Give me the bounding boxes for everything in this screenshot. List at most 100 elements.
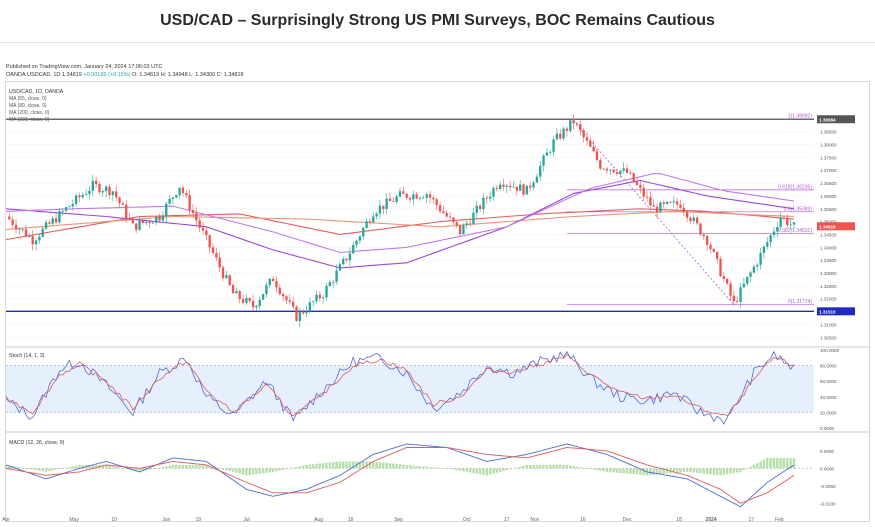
macd-histogram-bar xyxy=(328,462,332,469)
macd-histogram-bar xyxy=(114,467,118,469)
candle-body xyxy=(258,299,261,307)
candle-body xyxy=(695,217,699,224)
price-tick-label: 1.38500 xyxy=(820,130,837,135)
candle-body xyxy=(705,236,709,245)
candle-body xyxy=(582,130,585,138)
macd-histogram-bar xyxy=(502,468,505,472)
candle-body xyxy=(228,275,231,286)
candle-body xyxy=(716,251,719,259)
candle-body xyxy=(438,205,442,212)
candle-body xyxy=(585,137,589,141)
macd-histogram-bar xyxy=(482,468,485,475)
ma-legend-item: MA (200, close, 0) xyxy=(9,110,50,116)
candle-body xyxy=(378,205,382,214)
candle-body xyxy=(452,217,455,222)
time-tick-label: 18 xyxy=(676,517,682,523)
macd-histogram-bar xyxy=(311,464,315,469)
macd-histogram-bar xyxy=(228,468,231,472)
macd-histogram-bar xyxy=(91,464,95,469)
candle-body xyxy=(412,194,415,200)
candle-body xyxy=(308,302,312,312)
candle-body xyxy=(625,168,629,173)
time-tick-label: 18 xyxy=(348,517,354,523)
macd-histogram-bar xyxy=(455,468,458,471)
price-tick-label: 1.30500 xyxy=(820,335,837,340)
macd-histogram-bar xyxy=(78,464,81,469)
candle-body xyxy=(549,151,552,153)
macd-line xyxy=(5,443,795,508)
candle-body xyxy=(368,221,372,223)
candle-body xyxy=(422,197,425,199)
candle-body xyxy=(609,169,612,171)
candle-body xyxy=(315,294,318,302)
candle-body xyxy=(362,227,365,237)
candle-body xyxy=(348,253,352,261)
macd-histogram-bar xyxy=(8,465,11,469)
macd-histogram-bar xyxy=(241,468,245,475)
price-tick-label: 1.34500 xyxy=(820,232,837,237)
macd-histogram-bar xyxy=(271,468,275,472)
price-tick-label: 1.37000 xyxy=(820,168,837,173)
price-tick-label: 1.32000 xyxy=(820,297,837,302)
macd-histogram-bar xyxy=(425,466,428,469)
candle-body xyxy=(519,184,522,191)
candle-body xyxy=(475,205,478,213)
price-tick-label: 1.37500 xyxy=(820,155,837,160)
candle-body xyxy=(512,186,515,188)
ticker-ohlc: O: 1.34619 H: 1.34948 L: 1.34300 C: 1.34… xyxy=(131,72,244,78)
candle-body xyxy=(305,311,308,314)
candle-body xyxy=(175,195,178,198)
candle-body xyxy=(488,196,492,199)
candle-body xyxy=(215,252,218,258)
candle-body xyxy=(565,128,569,131)
candle-body xyxy=(402,191,405,194)
candle-body xyxy=(64,207,68,211)
candle-body xyxy=(265,285,268,295)
candle-body xyxy=(195,213,198,221)
macd-histogram-bar xyxy=(572,466,575,469)
macd-histogram-bar xyxy=(552,464,555,469)
candle-body xyxy=(722,276,726,279)
macd-histogram-bar xyxy=(575,466,579,469)
candle-body xyxy=(104,186,108,192)
macd-histogram-bar xyxy=(565,464,569,469)
macd-histogram-bar xyxy=(579,467,582,469)
candle-body xyxy=(709,244,712,250)
candle-body xyxy=(135,223,138,230)
macd-histogram-bar xyxy=(365,461,368,469)
candle-body xyxy=(41,228,44,237)
macd-histogram-bar xyxy=(88,464,91,469)
candle-body xyxy=(301,311,305,314)
macd-histogram-bar xyxy=(532,464,535,469)
candle-body xyxy=(138,220,141,230)
macd-histogram-bar xyxy=(38,468,41,471)
macd-histogram-bar xyxy=(749,466,752,469)
candle-body xyxy=(779,217,782,228)
macd-histogram-bar xyxy=(405,464,408,469)
price-tick-label: 1.33000 xyxy=(820,271,837,276)
macd-histogram-bar xyxy=(535,464,539,469)
candle-body xyxy=(635,181,639,185)
macd-histogram-bar xyxy=(158,467,161,469)
macd-histogram-bar xyxy=(148,468,151,470)
macd-histogram-bar xyxy=(48,468,51,472)
candle-body xyxy=(776,227,779,232)
time-tick-label: Nov xyxy=(530,517,539,523)
macd-histogram-bar xyxy=(181,464,185,469)
candle-body xyxy=(682,207,685,212)
macd-histogram-bar xyxy=(762,459,766,469)
macd-histogram-bar xyxy=(258,468,261,474)
macd-histogram-bar xyxy=(715,468,719,476)
stoch-tick-label: 60.0000 xyxy=(820,379,837,384)
macd-histogram-bar xyxy=(298,466,302,469)
macd-histogram-bar xyxy=(505,468,509,471)
candle-body xyxy=(48,222,51,224)
candle-body xyxy=(555,133,559,140)
candle-body xyxy=(539,165,542,177)
candle-body xyxy=(525,185,529,195)
time-tick-label: Feb xyxy=(775,517,784,523)
macd-tick-label: -0.0050 xyxy=(820,484,836,489)
macd-histogram-bar xyxy=(101,464,105,469)
macd-histogram-bar xyxy=(635,468,639,475)
candle-body xyxy=(692,217,695,222)
